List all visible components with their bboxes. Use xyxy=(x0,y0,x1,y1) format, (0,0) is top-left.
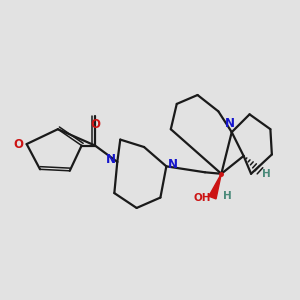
Text: N: N xyxy=(225,117,235,130)
Text: H: H xyxy=(223,191,232,201)
Text: N: N xyxy=(106,153,116,166)
Text: O: O xyxy=(13,138,23,151)
Text: N: N xyxy=(168,158,178,171)
Text: OH: OH xyxy=(194,193,211,202)
Text: O: O xyxy=(90,118,100,131)
Polygon shape xyxy=(209,174,221,199)
Text: H: H xyxy=(262,169,271,179)
